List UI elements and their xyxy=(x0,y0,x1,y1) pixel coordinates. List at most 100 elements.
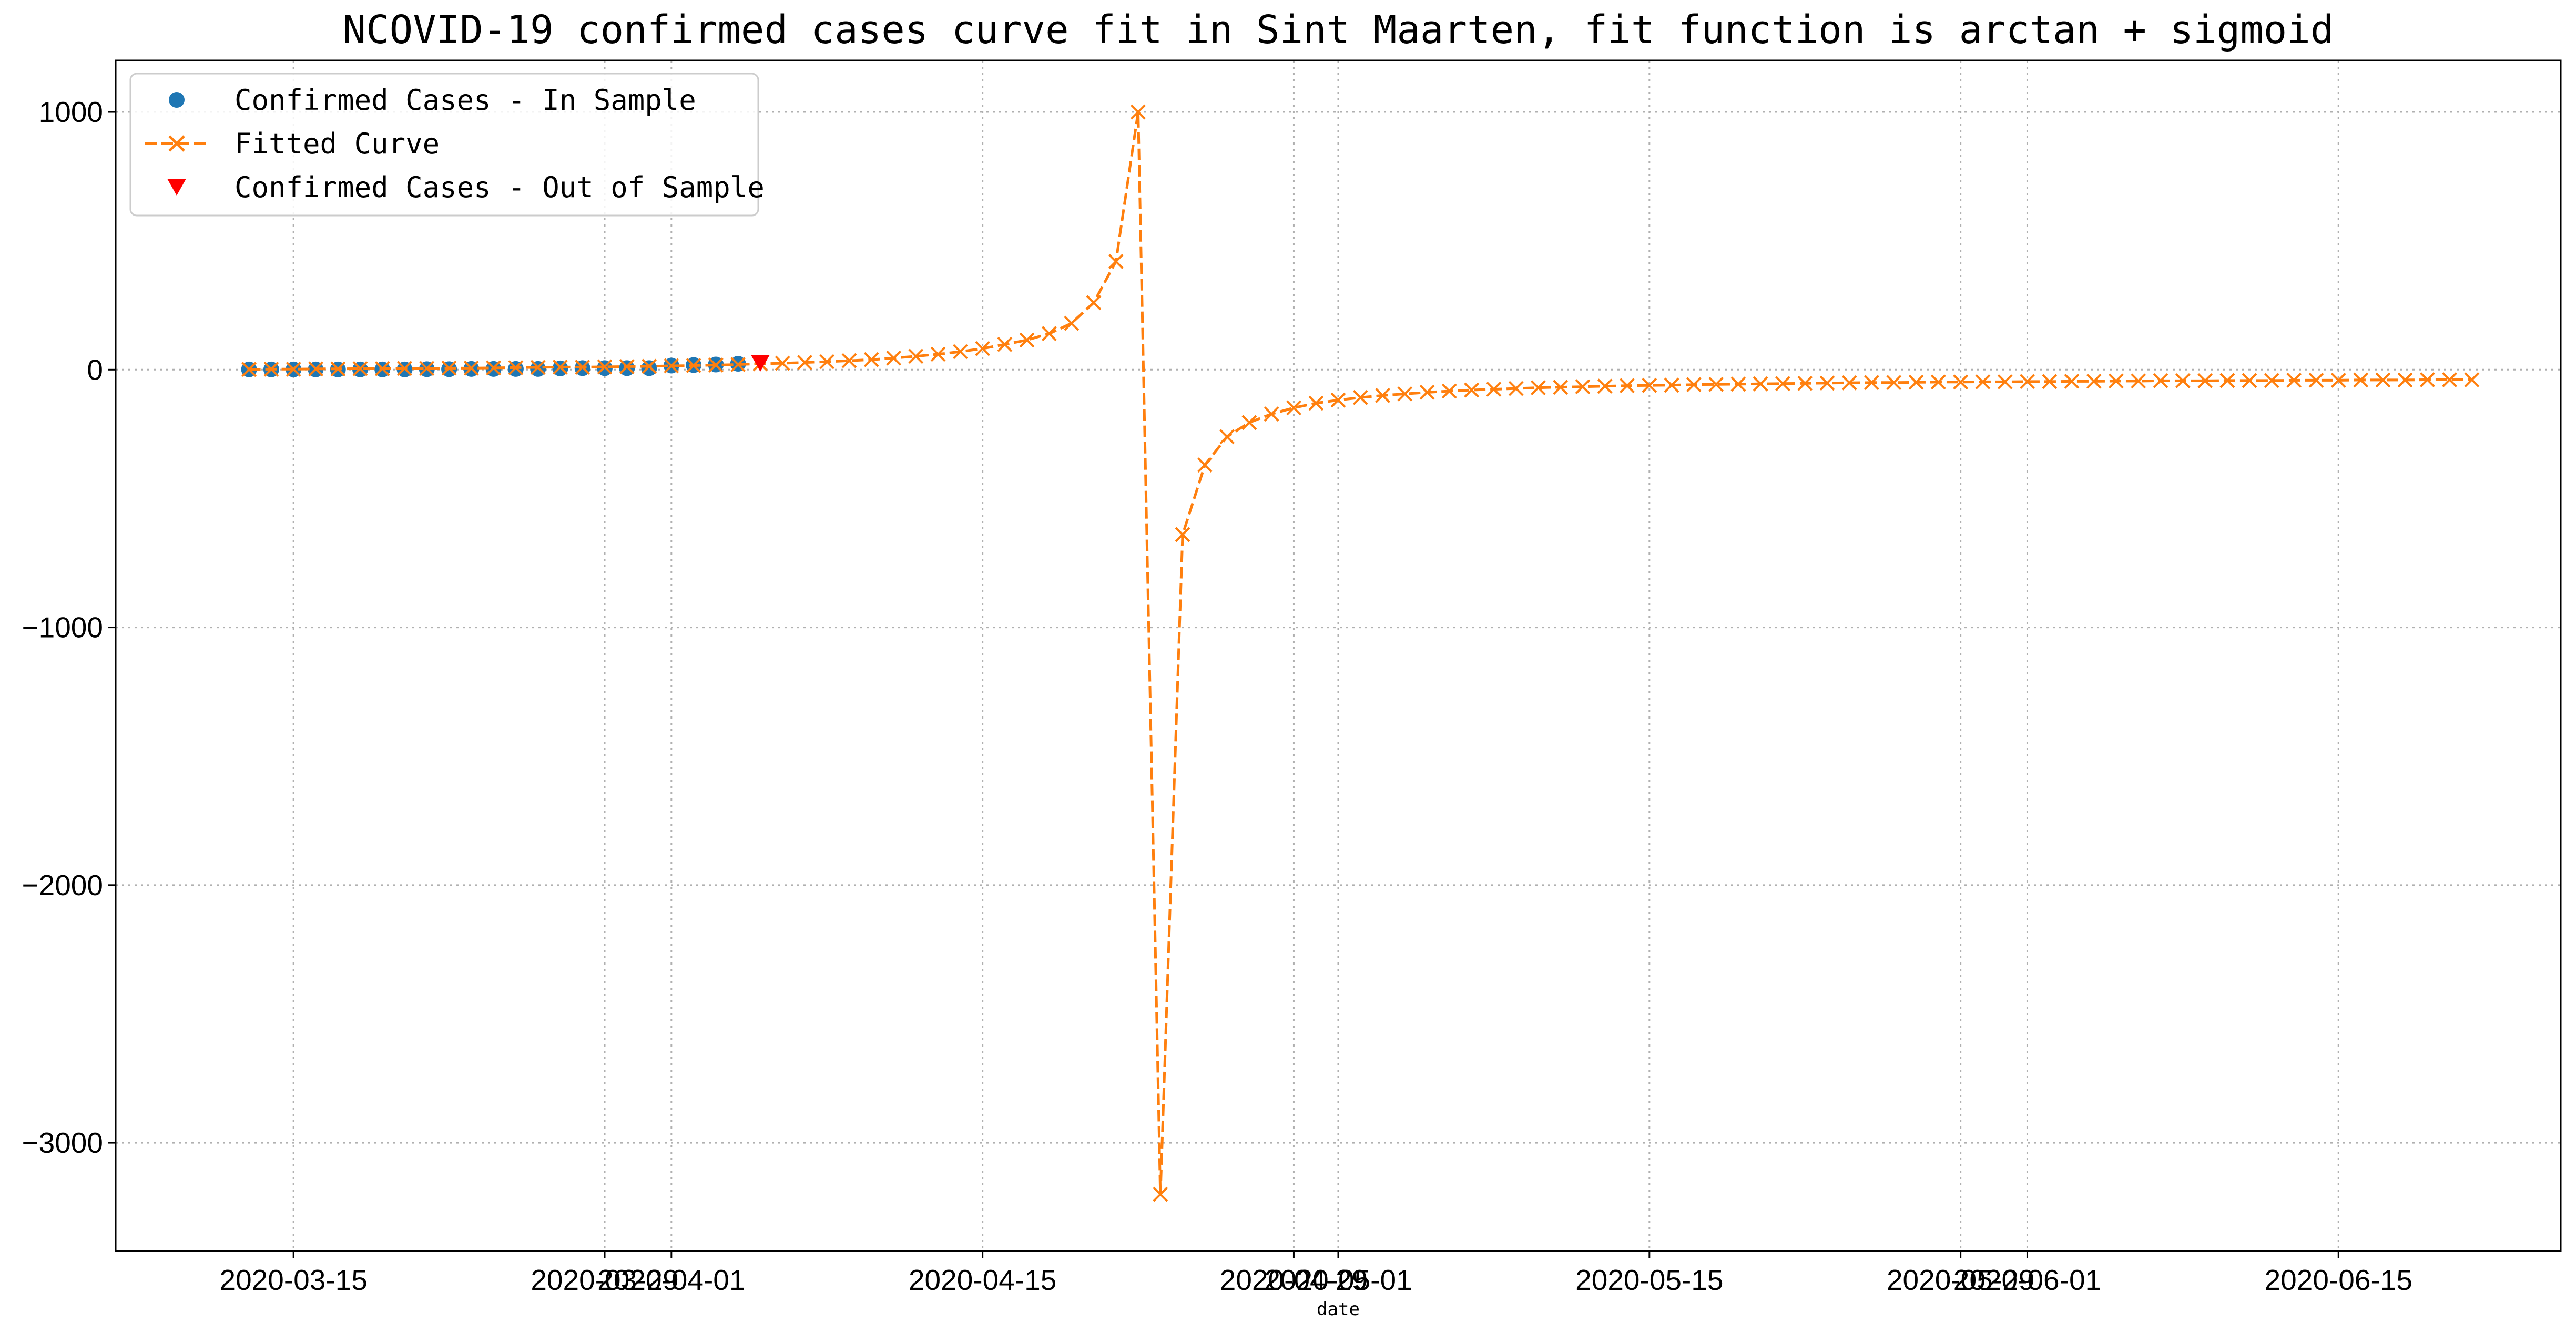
x-axis-label: date xyxy=(1317,1299,1360,1320)
fitted-curve-marker xyxy=(1975,374,1991,389)
fitted-curve-marker xyxy=(1064,315,1080,331)
fitted-curve-marker xyxy=(1620,378,1635,394)
fitted-curve-marker xyxy=(775,355,790,371)
fitted-curve-marker xyxy=(2175,373,2191,388)
fitted-curve-marker xyxy=(1264,406,1279,422)
fitted-curve-marker xyxy=(2375,372,2391,388)
fitted-curve-marker xyxy=(1286,400,1301,416)
fitted-curve-marker xyxy=(908,348,924,364)
fitted-curve-marker xyxy=(263,361,279,377)
fitted-curve-marker xyxy=(863,352,879,367)
fitted-curve-marker xyxy=(975,341,991,356)
legend-label-fitted: Fitted Curve xyxy=(235,127,440,160)
fitted-curve-marker xyxy=(2064,373,2080,389)
x-tick-label: 2020-05-01 xyxy=(1264,1264,1412,1296)
fitted-curve-marker xyxy=(2219,373,2235,388)
fitted-curve-marker xyxy=(1419,385,1435,400)
fitted-curve-marker xyxy=(1330,392,1346,408)
fitted-curve-marker xyxy=(1908,374,1924,390)
fitted-curve-marker xyxy=(1131,104,1146,120)
fitted-curve-marker xyxy=(1397,386,1413,402)
fitted-curve-marker xyxy=(1953,374,1969,390)
fitted-curve-marker xyxy=(374,361,390,376)
fitted-curve-marker xyxy=(2153,373,2168,388)
fitted-curve-marker xyxy=(1375,387,1390,403)
fitted-curve-marker xyxy=(1308,395,1324,411)
fitted-curve-marker xyxy=(286,361,301,377)
fitted-curve-marker xyxy=(642,358,657,374)
fitted-curve-marker xyxy=(553,359,568,375)
fitted-curve-marker xyxy=(841,353,857,368)
fitted-curve-marker xyxy=(1864,375,1879,391)
fitted-curve-marker xyxy=(1819,375,1835,391)
fitted-curve-marker xyxy=(730,357,746,372)
fitted-curve-marker xyxy=(1642,377,1657,393)
x-tick-label: 2020-03-15 xyxy=(220,1264,368,1296)
x-tick-label: 2020-05-15 xyxy=(1575,1264,1723,1296)
fitted-curve-marker xyxy=(1108,253,1124,269)
fitted-curve-marker xyxy=(2109,373,2124,389)
in-sample-point xyxy=(530,361,546,377)
y-axis-ticks: 1000 0 −1000 −2000 −3000 xyxy=(22,96,116,1159)
fitted-curve-marker xyxy=(619,359,635,374)
fitted-curve-marker xyxy=(530,360,546,375)
fitted-curve-marker xyxy=(1753,376,1768,392)
y-tick-label: −3000 xyxy=(22,1126,103,1159)
fitted-curve-marker xyxy=(1042,326,1057,342)
series-layer xyxy=(241,104,2480,1202)
legend-marker-out-of-sample xyxy=(167,179,186,196)
fitted-curve-marker xyxy=(2397,372,2413,388)
fitted-curve-marker xyxy=(2442,372,2458,387)
fitted-curve-marker xyxy=(1086,295,1102,311)
fitted-curve-marker xyxy=(1686,377,1702,393)
in-sample-point xyxy=(619,360,635,376)
fitted-curve-marker xyxy=(2308,372,2324,388)
fitted-curve-marker xyxy=(1597,378,1613,394)
fitted-curve-marker xyxy=(797,355,812,370)
x-tick-label: 2020-03-29 xyxy=(531,1264,678,1296)
x-tick-label: 2020-04-01 xyxy=(597,1264,745,1296)
fitted-curve-marker xyxy=(1997,374,2013,389)
fitted-curve-marker xyxy=(664,358,679,374)
fitted-curve-marker xyxy=(997,336,1013,352)
fitted-curve-marker xyxy=(1886,375,1902,391)
fitted-curve-marker xyxy=(2042,374,2058,389)
fitted-curve-marker xyxy=(441,360,457,376)
fitted-curve-marker xyxy=(708,357,724,373)
y-tick-label: −1000 xyxy=(22,611,103,644)
legend-marker-fitted xyxy=(168,135,185,152)
fitted-curve-marker xyxy=(1841,375,1857,391)
fitted-curve-marker xyxy=(1730,376,1746,392)
fitted-curve-marker xyxy=(1575,379,1591,395)
x-tick-label: 2020-06-15 xyxy=(2265,1264,2412,1296)
fitted-curve-marker xyxy=(1241,415,1257,430)
y-tick-label: 1000 xyxy=(39,96,103,128)
fitted-curve-marker xyxy=(1930,374,1946,390)
fitted-curve-marker xyxy=(1464,382,1480,398)
fitted-curve-marker xyxy=(1664,377,1679,393)
fitted-curve-marker xyxy=(508,360,524,375)
legend-label-out-of-sample: Confirmed Cases - Out of Sample xyxy=(235,171,765,204)
legend-marker-in-sample xyxy=(169,92,185,108)
fitted-curve-marker xyxy=(241,362,257,377)
fitted-curve-marker xyxy=(486,360,502,376)
fitted-curve-marker xyxy=(1441,383,1457,399)
legend: Confirmed Cases - In Sample Fitted Curve… xyxy=(129,73,765,217)
fitted-curve-marker xyxy=(419,361,435,376)
fitted-curve-marker xyxy=(2020,374,2035,389)
fitted-curve-marker xyxy=(2330,372,2346,388)
fitted-curve-marker xyxy=(397,361,412,376)
fitted-curve-marker xyxy=(952,344,968,360)
fitted-curve-marker xyxy=(575,359,590,375)
y-tick-label: 0 xyxy=(87,353,103,386)
fitted-curve-marker xyxy=(1531,380,1546,396)
fitted-curve-marker xyxy=(2419,372,2435,387)
fitted-curve-marker xyxy=(2286,372,2302,388)
fitted-curve-marker xyxy=(1708,376,1724,392)
fitted-curve-marker xyxy=(330,361,346,377)
x-tick-label: 2020-04-29 xyxy=(1220,1264,1368,1296)
fitted-curve-marker xyxy=(2264,373,2279,388)
x-tick-label: 2020-05-29 xyxy=(1887,1264,2034,1296)
fitted-curve-line xyxy=(249,111,2472,1195)
